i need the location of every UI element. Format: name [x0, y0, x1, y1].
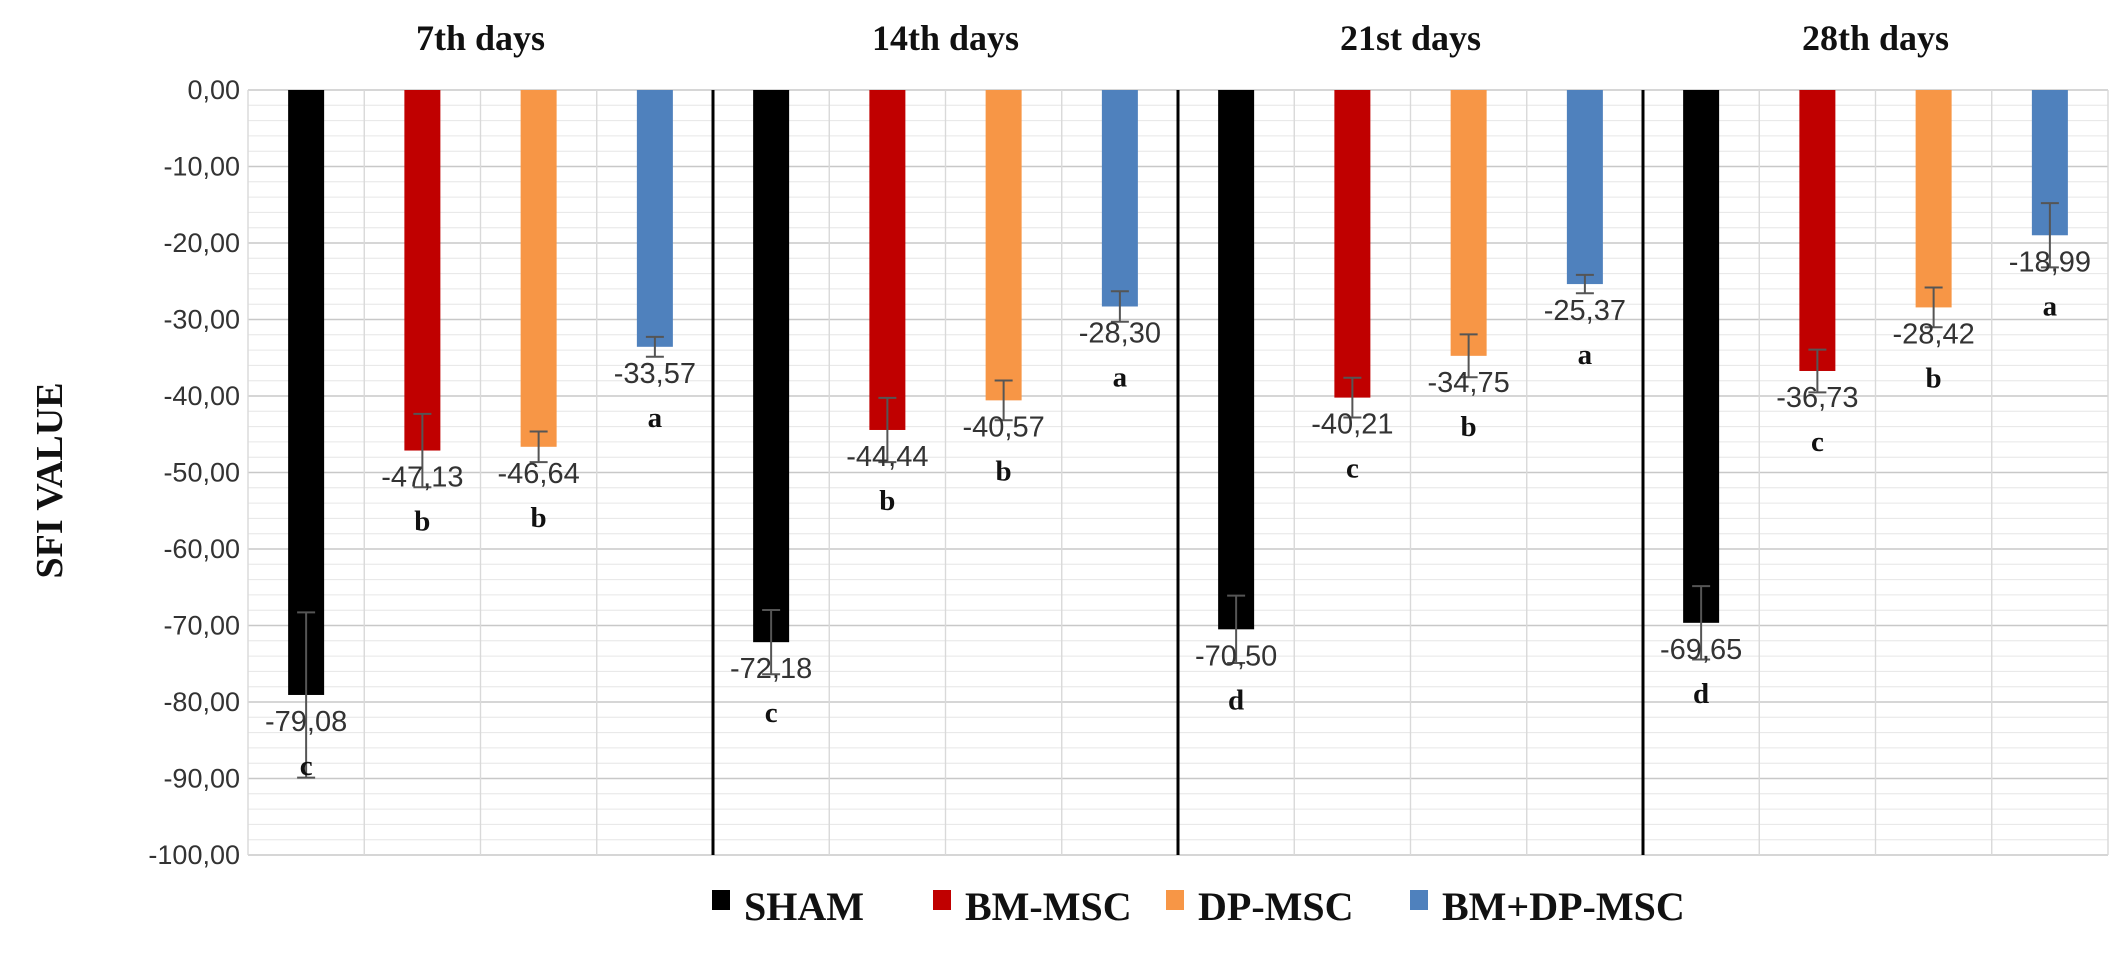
grid-layer — [247, 89, 2109, 856]
y-axis-title: SFI VALUE — [29, 382, 71, 578]
significance-letter: d — [1693, 678, 1709, 710]
bar-dp-msc — [1915, 90, 1952, 308]
y-tick-label: -50,00 — [163, 458, 240, 488]
legend-label: BM+DP-MSC — [1442, 884, 1685, 929]
bar-bm-msc — [404, 90, 441, 451]
y-tick-label: -30,00 — [163, 305, 240, 335]
error-bar — [994, 379, 1013, 422]
legend-swatch — [933, 890, 951, 910]
significance-letter: c — [765, 697, 778, 729]
y-tick-label: -80,00 — [163, 687, 240, 717]
legend-label: DP-MSC — [1198, 884, 1354, 929]
legend-swatch — [1166, 890, 1184, 910]
bar-bm-msc — [1334, 90, 1371, 398]
bar-dp-msc — [985, 90, 1022, 401]
significance-letter: c — [1346, 453, 1359, 485]
y-tick-label: -10,00 — [163, 152, 240, 182]
bar-sham — [288, 90, 325, 695]
bar-sham — [1218, 90, 1255, 630]
significance-letter: a — [1113, 361, 1128, 393]
y-tick-label: 0,00 — [187, 75, 240, 105]
bar-dp-msc — [520, 90, 557, 447]
data-value-label: -47,13 — [381, 462, 463, 494]
labels-layer: -79,08 c -47,13 b -46,64 b -33,57 a -72,18 c -44,4… — [265, 246, 2091, 782]
panel-title: 7th days — [416, 18, 545, 58]
y-axis: 0,00 -10,00 -20,00 -30,00 -40,00 -50,00 -60,00… — [29, 75, 240, 870]
error-bar — [1343, 376, 1362, 419]
y-tick-label: -40,00 — [163, 381, 240, 411]
panel-titles: 7th days 14th days 21st days 28th days — [416, 18, 1949, 58]
significance-letter: c — [300, 750, 313, 782]
data-value-label: -33,57 — [614, 358, 696, 390]
significance-letter: c — [1811, 426, 1824, 458]
significance-letter: b — [414, 506, 430, 538]
panel-title: 28th days — [1802, 18, 1949, 58]
data-value-label: -40,57 — [963, 411, 1045, 443]
legend-item-bm-dp-msc: BM+DP-MSC — [1410, 884, 1685, 929]
data-value-label: -69,65 — [1660, 634, 1742, 666]
data-value-label: -25,37 — [1544, 295, 1626, 327]
data-value-label: -79,08 — [265, 706, 347, 738]
data-value-label: -72,18 — [730, 653, 812, 685]
significance-letter: b — [996, 455, 1012, 487]
y-tick-label: -60,00 — [163, 534, 240, 564]
bar-sham — [753, 90, 790, 643]
data-value-label: -28,30 — [1079, 317, 1161, 349]
y-tick-label: -100,00 — [148, 840, 240, 870]
error-bar — [413, 412, 432, 489]
data-value-label: -36,73 — [1776, 382, 1858, 414]
significance-letter: b — [879, 485, 895, 517]
error-bar — [1459, 333, 1478, 379]
error-bar — [762, 609, 781, 676]
error-bar — [878, 396, 897, 464]
bar-sham — [1683, 90, 1720, 623]
y-tick-label: -90,00 — [163, 764, 240, 794]
error-bar — [1692, 585, 1711, 661]
legend-item-sham: SHAM — [712, 884, 864, 929]
error-bar — [529, 430, 548, 464]
data-value-label: -70,50 — [1195, 640, 1277, 672]
bar-bm-dp-msc — [1566, 90, 1603, 285]
legend-swatch — [1410, 890, 1428, 910]
significance-letter: b — [531, 502, 547, 534]
error-bar — [1808, 348, 1827, 394]
error-bar — [1227, 594, 1246, 664]
significance-letter: a — [1578, 339, 1593, 371]
data-value-label: -40,21 — [1311, 409, 1393, 441]
error-bar — [1575, 273, 1594, 295]
legend-item-bm-msc: BM-MSC — [933, 884, 1132, 929]
bar-bm-dp-msc — [1101, 90, 1138, 307]
y-tick-label: -70,00 — [163, 611, 240, 641]
bar-bm-msc — [1799, 90, 1836, 371]
legend-item-dp-msc: DP-MSC — [1166, 884, 1354, 929]
significance-letter: b — [1461, 411, 1477, 443]
legend-swatch — [712, 890, 730, 910]
error-bar — [2040, 202, 2059, 269]
legend: SHAM BM-MSC DP-MSC BM+DP-MSC — [712, 884, 1685, 929]
legend-label: BM-MSC — [965, 884, 1132, 929]
significance-letter: b — [1926, 362, 1942, 394]
significance-letter: a — [648, 402, 663, 434]
data-value-label: -18,99 — [2009, 246, 2091, 278]
bars-layer — [288, 90, 2068, 779]
legend-label: SHAM — [744, 884, 864, 929]
bar-dp-msc — [1450, 90, 1487, 356]
error-bar — [1110, 290, 1129, 323]
significance-letter: a — [2043, 290, 2058, 322]
y-tick-label: -20,00 — [163, 228, 240, 258]
significance-letter: d — [1228, 684, 1244, 716]
error-bar — [645, 335, 664, 358]
data-value-label: -46,64 — [498, 458, 580, 490]
bar-bm-dp-msc — [636, 90, 673, 347]
error-bar — [297, 611, 316, 779]
panel-title: 14th days — [872, 18, 1019, 58]
error-bar — [1924, 286, 1943, 329]
data-value-label: -44,44 — [846, 441, 928, 473]
data-value-label: -28,42 — [1893, 318, 1975, 350]
panel-title: 21st days — [1340, 18, 1481, 58]
bar-bm-msc — [869, 90, 906, 430]
data-value-label: -34,75 — [1428, 367, 1510, 399]
